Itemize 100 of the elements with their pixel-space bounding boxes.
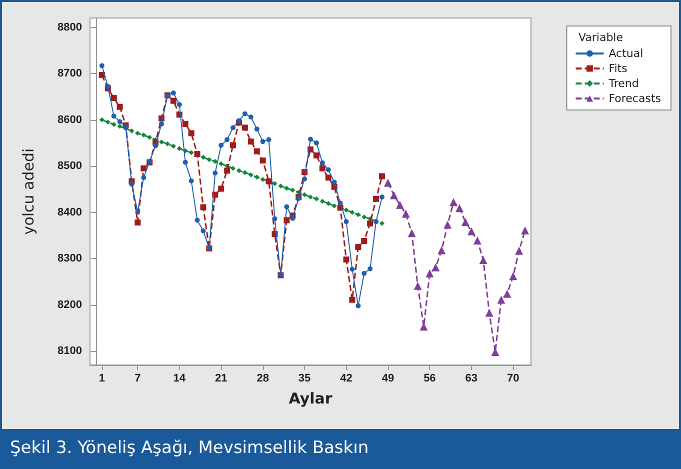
point [450, 198, 458, 206]
y-tick-label: 8400 [58, 206, 82, 218]
point [272, 181, 278, 186]
point [176, 102, 182, 108]
point [266, 137, 272, 142]
point [242, 111, 248, 116]
point [218, 142, 224, 148]
point [188, 178, 194, 184]
point [218, 186, 224, 192]
point [260, 176, 266, 182]
legend-label: Forecasts [608, 92, 662, 105]
point [141, 132, 146, 138]
point [111, 114, 116, 119]
point [230, 125, 236, 130]
point [260, 158, 266, 164]
point [355, 244, 362, 250]
point [272, 216, 278, 222]
point [170, 90, 176, 96]
point [188, 130, 194, 136]
point [200, 154, 206, 160]
point [182, 160, 188, 165]
point [314, 196, 319, 202]
point [344, 219, 349, 224]
point [373, 196, 380, 202]
point [350, 266, 355, 272]
point [380, 194, 385, 200]
point [135, 130, 140, 136]
point [414, 282, 422, 290]
point [218, 161, 224, 166]
point [426, 269, 434, 278]
point [390, 191, 398, 200]
point [473, 236, 482, 245]
point [402, 210, 410, 218]
point [236, 118, 242, 124]
point [254, 174, 260, 180]
point [332, 203, 337, 208]
point [314, 140, 319, 146]
point [350, 210, 355, 215]
x-tick-label: 49 [382, 372, 394, 384]
point [503, 290, 512, 298]
point [361, 238, 368, 244]
point [236, 168, 242, 174]
point [515, 246, 524, 255]
point [129, 128, 134, 134]
point [248, 138, 254, 145]
point [343, 256, 350, 263]
point [461, 218, 470, 226]
legend-label: Trend [608, 77, 639, 90]
point [153, 143, 158, 148]
point [344, 208, 349, 213]
point [134, 220, 141, 226]
y-tick-label: 8800 [58, 21, 82, 34]
point [380, 220, 385, 226]
y-tick-label: 8100 [58, 345, 82, 358]
x-tick-label: 7 [134, 372, 141, 384]
point [147, 134, 152, 140]
point [308, 194, 313, 200]
point [248, 172, 254, 178]
legend-label: Actual [608, 47, 644, 60]
point [313, 152, 320, 158]
point [396, 200, 404, 209]
point [182, 120, 188, 127]
point [362, 270, 367, 276]
legend-label: Fits [608, 62, 628, 75]
point [170, 98, 176, 104]
y-tick-label: 8300 [58, 252, 82, 265]
point [408, 229, 416, 238]
point [302, 192, 308, 198]
point [105, 84, 110, 89]
point [242, 124, 248, 131]
point [379, 173, 386, 180]
point [99, 63, 104, 68]
point [117, 119, 122, 124]
point [105, 120, 110, 125]
point [248, 114, 254, 120]
point [326, 201, 331, 206]
point [325, 174, 332, 181]
point [278, 183, 284, 188]
x-tick-label: 14 [173, 372, 186, 384]
y-tick-label: 8200 [58, 298, 82, 311]
point [230, 166, 236, 171]
point [176, 146, 182, 151]
point [230, 142, 236, 148]
point [99, 117, 104, 122]
point [135, 209, 140, 214]
point [159, 139, 164, 144]
point [332, 180, 337, 185]
point [326, 167, 331, 172]
point [200, 228, 206, 234]
point [140, 165, 147, 172]
point [164, 141, 170, 146]
x-tick-label: 21 [214, 372, 228, 384]
point [212, 170, 218, 176]
point [194, 218, 200, 223]
point [497, 296, 506, 304]
y-axis-title: yolcu adedi [20, 148, 38, 235]
y-tick-label: 8600 [58, 114, 82, 126]
y-tick-label: 8500 [58, 160, 82, 172]
point [170, 144, 176, 149]
x-tick-label: 35 [298, 372, 311, 384]
